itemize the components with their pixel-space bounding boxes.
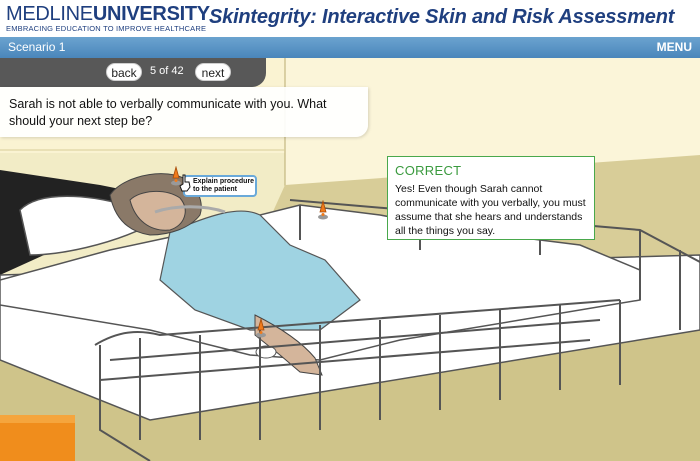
feedback-text: Yes! Even though Sarah cannot communicat…	[395, 183, 586, 237]
hotspot-icon[interactable]	[254, 318, 268, 338]
next-button[interactable]: next	[195, 63, 231, 81]
logo-bold-text: UNIVERSITY	[92, 3, 210, 25]
medline-university-logo: MEDLINEUNIVERSITY	[6, 3, 210, 25]
hotspot-icon[interactable]	[316, 200, 330, 220]
hotspot-icon[interactable]	[169, 166, 183, 186]
logo-tagline: EMBRACING EDUCATION TO IMPROVE HEALTHCAR…	[6, 24, 207, 33]
question-panel: Sarah is not able to verbally communicat…	[0, 87, 368, 137]
back-button[interactable]: back	[106, 63, 142, 81]
feedback-title: CORRECT	[395, 163, 462, 178]
hospital-room-illustration	[0, 58, 700, 461]
tooltip-text: Explain procedure to the patient	[193, 178, 255, 193]
header: MEDLINEUNIVERSITY EMBRACING EDUCATION TO…	[0, 0, 700, 37]
page-navigation: back 5 of 42 next	[0, 58, 266, 87]
scenario-label: Scenario 1	[8, 40, 66, 54]
menu-button[interactable]: MENU	[656, 40, 692, 54]
feedback-box: CORRECT Yes! Even though Sarah cannot co…	[387, 156, 595, 240]
logo-light-text: MEDLINE	[6, 3, 93, 25]
pointer-hand-icon	[179, 174, 191, 192]
question-text: Sarah is not able to verbally communicat…	[9, 97, 327, 128]
course-title: Skintegrity: Interactive Skin and Risk A…	[209, 6, 675, 28]
hotspot-tooltip: Explain procedure to the patient	[183, 175, 257, 197]
course-nav-bar: Scenario 1 MENU	[0, 37, 700, 58]
page-counter: 5 of 42	[150, 65, 184, 77]
